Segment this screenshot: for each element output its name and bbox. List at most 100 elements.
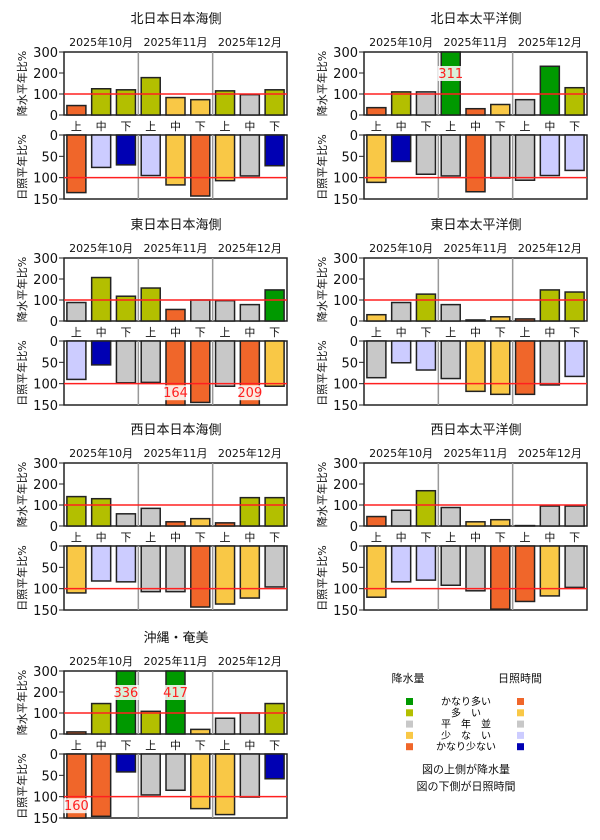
dekad-label: 下 <box>269 120 280 133</box>
sun-bar <box>66 340 87 381</box>
precip-bar <box>415 293 437 322</box>
sun-bar <box>264 340 285 387</box>
precip-tick-label: 200 <box>333 478 358 493</box>
dekad-label: 中 <box>96 120 107 133</box>
sun-bar <box>564 545 585 589</box>
dekad-label: 上 <box>520 531 531 544</box>
precip-tick-label: 300 <box>333 46 358 61</box>
sun-bar <box>190 545 211 608</box>
sun-bar <box>214 340 236 387</box>
precip-bar <box>465 107 486 116</box>
precip-tick-label: 200 <box>33 478 58 493</box>
dekad-label: 中 <box>396 326 407 339</box>
dekad-label: 下 <box>420 120 431 133</box>
month-label: 2025年11月 <box>144 446 208 460</box>
dekad-label: 下 <box>269 739 280 752</box>
precip-bar <box>90 702 112 735</box>
precip-tick-label: 100 <box>33 294 58 309</box>
sun-bar <box>140 340 161 384</box>
sun-bar <box>190 134 211 197</box>
precip-bar <box>214 299 236 322</box>
precip-bar <box>115 89 137 116</box>
value-label-bg <box>112 685 139 700</box>
sun-bar <box>66 134 87 194</box>
dekad-label: 上 <box>371 326 382 339</box>
dekad-label: 中 <box>244 531 255 544</box>
precip-tick-label: 200 <box>33 273 58 288</box>
precip-bar <box>264 289 285 322</box>
precip-bar <box>140 710 161 735</box>
dekad-label: 中 <box>96 739 107 752</box>
dekad-label: 下 <box>569 326 580 339</box>
dekad-label: 下 <box>120 120 131 133</box>
precip-bar <box>264 496 285 527</box>
precip-bar <box>539 289 561 322</box>
month-label: 2025年12月 <box>218 241 282 255</box>
precip-bar <box>440 303 461 322</box>
sun-bar <box>490 340 511 396</box>
precip-bar <box>140 287 161 322</box>
precip-tick-label: 200 <box>33 686 58 701</box>
precip-bar <box>440 51 461 116</box>
overflow-value-label: 164 <box>163 386 188 401</box>
sun-bar <box>440 340 461 380</box>
panel-title: 東日本太平洋側 <box>430 217 521 233</box>
precip-axis-label: 降水平年比% <box>15 462 29 527</box>
dekad-label: 中 <box>470 531 481 544</box>
sun-tick-label: 150 <box>333 193 358 208</box>
panel-title: 北日本日本海側 <box>130 12 221 27</box>
precip-bar <box>366 515 387 527</box>
sun-tick-label: 50 <box>341 561 358 576</box>
sun-bar <box>490 134 511 179</box>
dekad-label: 上 <box>145 531 156 544</box>
sun-tick-label: 150 <box>333 604 358 619</box>
sun-tick-label: 0 <box>50 748 58 763</box>
precip-axis-label: 降水平年比% <box>315 257 329 322</box>
precip-bar <box>465 521 486 527</box>
precip-tick-label: 300 <box>33 46 58 61</box>
precip-tick-label: 0 <box>350 315 358 330</box>
dekad-label: 中 <box>96 326 107 339</box>
precip-bar <box>66 731 87 735</box>
sun-bar <box>465 134 486 193</box>
precip-axis-label: 降水平年比% <box>15 670 29 735</box>
sun-tick-label: 100 <box>33 172 58 187</box>
precip-bar <box>366 313 387 322</box>
sun-bar <box>366 134 387 184</box>
value-label-bg <box>162 385 189 401</box>
precip-bar <box>264 89 285 116</box>
dekad-label: 上 <box>220 531 231 544</box>
precip-tick-label: 300 <box>333 457 358 472</box>
sun-tick-label: 50 <box>41 356 58 371</box>
sun-bar <box>539 134 561 177</box>
precip-bar <box>440 506 461 527</box>
sun-tick-label: 50 <box>41 561 58 576</box>
precip-bar <box>66 495 87 527</box>
legend-note-top: 図の上側が降水量 <box>422 762 510 776</box>
legend-sun-swatch <box>517 731 524 739</box>
precip-tick-label: 300 <box>33 457 58 472</box>
precip-bar <box>66 104 87 116</box>
dekad-label: 上 <box>71 326 82 339</box>
precip-bar <box>390 301 412 322</box>
sun-tick-label: 50 <box>341 356 358 371</box>
dekad-label: 下 <box>420 531 431 544</box>
sun-bar <box>465 340 486 393</box>
precip-bar <box>140 507 161 527</box>
dekad-label: 上 <box>71 739 82 752</box>
precip-bar <box>190 517 211 527</box>
precip-bar <box>190 98 211 116</box>
overflow-value-label: 209 <box>237 386 262 401</box>
sun-tick-label: 100 <box>333 583 358 598</box>
sun-tick-label: 150 <box>33 812 58 827</box>
legend-label: 平 年 並 <box>441 718 491 731</box>
sun-tick-label: 150 <box>33 193 58 208</box>
legend-sun-swatch <box>517 743 524 751</box>
sun-tick-label: 0 <box>350 540 358 555</box>
sun-bar <box>214 545 236 605</box>
sun-bar <box>366 545 387 598</box>
sun-bar <box>390 134 412 163</box>
